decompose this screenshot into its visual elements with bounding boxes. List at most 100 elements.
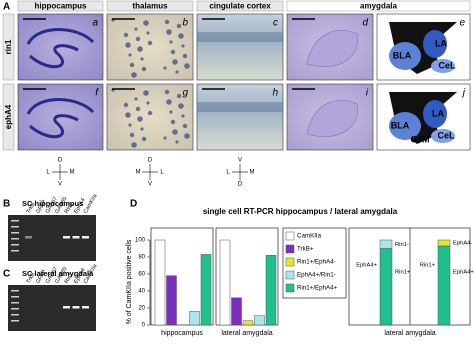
bar [265, 255, 277, 326]
region-ce [431, 129, 455, 143]
orientation-label: D [58, 158, 63, 164]
cell-dot [129, 62, 135, 68]
ladder-band [11, 226, 19, 228]
gel-band [63, 306, 70, 309]
panel-letter: i [366, 88, 369, 99]
y-tick-label: 40 [138, 289, 145, 295]
stained-layer [26, 98, 95, 139]
gel-band [82, 236, 89, 239]
legend-label: Rin1+/EphA4- [297, 259, 336, 266]
region-label: LA [435, 38, 447, 48]
cell-dot [175, 70, 179, 74]
cell-dot [123, 102, 129, 108]
cell-dot [141, 66, 147, 72]
segment-label: Rin1- [395, 242, 409, 248]
region-bla [389, 112, 421, 140]
panel-title: single cell RT-PCR hippocampus / lateral… [203, 207, 398, 216]
cell-dot [147, 110, 153, 116]
column-header-box [106, 0, 194, 12]
cell-dot [184, 133, 190, 139]
cell-dot [169, 40, 173, 44]
gel-band [82, 306, 89, 309]
gel [8, 215, 96, 261]
cell-dot [163, 136, 167, 140]
bar [200, 254, 212, 326]
orientation-label: D [148, 158, 153, 164]
column-header: thalamus [132, 2, 168, 11]
cell-dot [176, 23, 182, 29]
panel-label: C [3, 269, 10, 280]
cell-dot [125, 42, 131, 48]
cell-dot [181, 44, 185, 48]
segment-label: Rin1+ [395, 270, 411, 276]
orientation-label: M [136, 170, 141, 176]
cell-dot [141, 136, 147, 142]
cell-dot [178, 33, 184, 39]
legend-swatch [285, 283, 295, 293]
orientation-label: V [148, 182, 152, 188]
panel-letter: a [92, 18, 98, 29]
region-label: CeM [410, 134, 429, 144]
gel-band [63, 236, 70, 239]
segment-label: EphA4+ [453, 270, 474, 276]
region-label: BLA [393, 50, 412, 60]
y-tick-label: 20 [138, 306, 145, 312]
orientation-label: M [250, 170, 255, 176]
legend-swatch [285, 244, 295, 254]
ladder-band [11, 308, 19, 310]
cell-dot [147, 40, 153, 46]
lane-label: Rin1 [64, 202, 75, 215]
cell-dot [140, 57, 144, 61]
cell-dot [169, 110, 173, 114]
row-header-box [2, 13, 15, 81]
cell-dot [128, 123, 132, 127]
region-la [423, 30, 447, 58]
cell-dot [175, 140, 179, 144]
y-tick-label: 60 [138, 272, 145, 278]
panel-title: SC hippocampus [22, 199, 83, 208]
row-header: rin1 [4, 39, 13, 54]
legend-label: Rin1+/EphA4+ [297, 285, 338, 292]
bar [189, 311, 200, 326]
ladder-band [11, 238, 19, 240]
orientation-label: V [238, 158, 242, 164]
orientation-label: M [70, 170, 75, 176]
micrograph [106, 83, 194, 151]
cell-dot [135, 36, 141, 42]
cell-dot [166, 99, 172, 105]
panel-letter: d [362, 18, 368, 29]
bar-segment [437, 245, 451, 326]
panel-label: D [130, 199, 137, 210]
panel-letter: g [182, 88, 188, 99]
nucleus-outline [306, 29, 359, 68]
y-tick-label: 0 [142, 323, 146, 329]
cell-dot [170, 49, 176, 55]
bar [166, 275, 177, 326]
lane-label: TrkB [26, 272, 37, 285]
region-label: CeL [437, 130, 455, 140]
ladder-band [11, 250, 19, 252]
stained-band [197, 102, 283, 112]
bar [254, 315, 265, 326]
ladder-band [11, 290, 19, 292]
column-header: amygdala [360, 2, 397, 11]
cell-dot [172, 59, 178, 65]
bar-category: EphA4+ [356, 263, 377, 269]
ladder-band [11, 232, 19, 234]
region-label: CeL [438, 60, 456, 70]
cell-dot [135, 106, 141, 112]
cell-dot [182, 53, 188, 59]
bar-segment [379, 239, 393, 249]
cell-dot [128, 53, 132, 57]
row-header: ephA4 [4, 104, 13, 129]
column-header: hippocampus [34, 2, 87, 11]
gel [8, 285, 96, 331]
group-box [150, 227, 214, 326]
segment-label: EphA4- [453, 241, 472, 247]
cell-dot [140, 127, 144, 131]
cell-dot [181, 114, 185, 118]
column-header: cingulate cortex [209, 2, 271, 11]
panel-letter: h [272, 88, 278, 99]
region-la [423, 100, 447, 128]
